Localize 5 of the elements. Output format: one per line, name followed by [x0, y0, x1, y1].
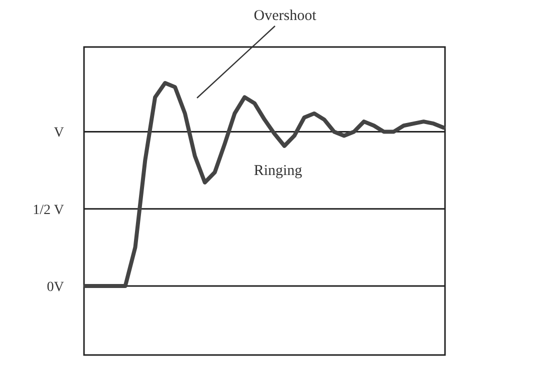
ref-line-label: 1/2 V [32, 202, 64, 218]
ref-line-label: 0V [46, 280, 64, 295]
ref-line-label: V [54, 126, 64, 141]
annotation: Ringing [254, 163, 303, 179]
text: Overshoot [254, 8, 318, 24]
